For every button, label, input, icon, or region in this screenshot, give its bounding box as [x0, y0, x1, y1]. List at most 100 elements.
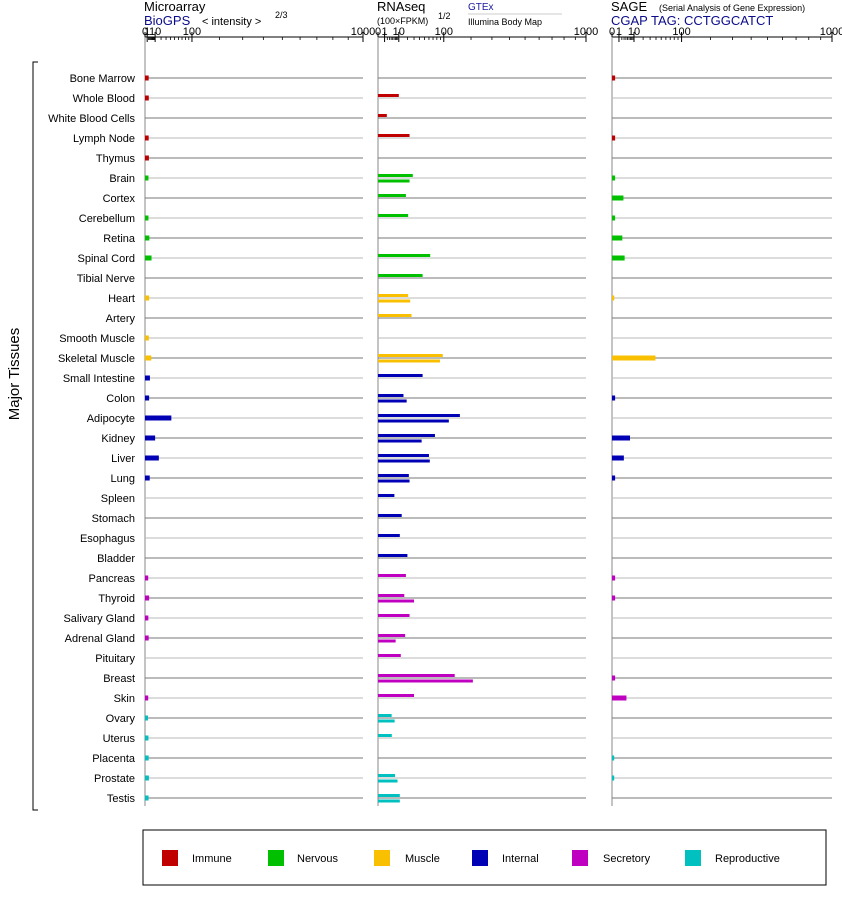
tissue-label-cerebellum: Cerebellum	[79, 213, 135, 225]
tick-label-microarray-1000: 1000	[351, 26, 375, 38]
bar-microarray-spinal-cord	[145, 255, 152, 261]
tissue-label-uterus: Uterus	[103, 733, 136, 745]
tissue-label-small-intestine: Small Intestine	[63, 373, 135, 385]
bar-microarray-placenta	[145, 755, 149, 761]
tick-label-microarray-100: 100	[183, 26, 201, 38]
tick-label-rnaseq-1000: 1000	[574, 26, 598, 38]
legend-swatch-immune	[162, 850, 178, 866]
tissue-label-adipocyte: Adipocyte	[87, 413, 135, 425]
bar-microarray-salivary-gland	[145, 615, 149, 621]
bar-rnaseq-testis	[378, 799, 400, 803]
axis-note-rnaseq: (100×FPKM)	[377, 16, 428, 26]
bar-rnaseq-lymph-node	[378, 134, 410, 137]
y-axis-bracket	[32, 61, 38, 811]
bar-rnaseq-spleen	[378, 494, 395, 497]
bar-microarray-retina	[145, 235, 150, 241]
bar-sage-thyroid	[612, 595, 616, 601]
bar-microarray-prostate	[145, 775, 149, 781]
bar-sage-lung	[612, 475, 616, 481]
legend-swatch-nervous	[268, 850, 284, 866]
bar-microarray-cerebellum	[145, 215, 149, 221]
bar-rnaseq-kidney	[378, 439, 422, 443]
bar-rnaseq-ovary	[378, 714, 392, 717]
bar-microarray-thyroid	[145, 595, 150, 601]
bar-rnaseq-whole-blood	[378, 94, 399, 97]
tick-label-microarray-1: 1	[144, 26, 150, 38]
bar-rnaseq-ovary	[378, 719, 395, 723]
bar-microarray-colon	[145, 395, 150, 401]
bar-rnaseq-lung	[378, 479, 410, 483]
tick-label-microarray-0: 0	[142, 26, 148, 38]
bar-rnaseq-skin	[378, 694, 415, 697]
bar-rnaseq-breast	[378, 674, 455, 677]
tick-label-microarray-10: 10	[149, 26, 161, 38]
tissue-label-prostate: Prostate	[94, 773, 135, 785]
bar-sage-placenta	[612, 755, 615, 761]
bar-rnaseq-heart	[378, 294, 409, 297]
panel-title-sage: SAGE	[611, 0, 647, 14]
bar-sage-bone-marrow	[612, 75, 616, 81]
tissue-label-thyroid: Thyroid	[98, 593, 135, 605]
bar-rnaseq-cerebellum	[378, 214, 409, 217]
bar-rnaseq-prostate	[378, 779, 398, 783]
bar-microarray-thymus	[145, 155, 149, 161]
bar-microarray-liver	[145, 455, 159, 461]
legend-swatch-reproductive	[685, 850, 701, 866]
bar-sage-cerebellum	[612, 215, 616, 221]
bar-microarray-adipocyte	[145, 415, 172, 421]
tissue-label-breast: Breast	[103, 673, 135, 685]
tissue-label-salivary-gland: Salivary Gland	[63, 613, 135, 625]
tick-label-sage-1000: 1000	[820, 26, 842, 38]
legend-swatch-muscle	[374, 850, 390, 866]
source-label-bottom: Illumina Body Map	[468, 17, 542, 27]
tissue-label-tibial-nerve: Tibial Nerve	[77, 273, 135, 285]
bar-rnaseq-liver	[378, 459, 430, 463]
tissue-label-stomach: Stomach	[92, 513, 135, 525]
legend-label-secretory: Secretory	[603, 853, 651, 865]
bar-microarray-uterus	[145, 735, 149, 741]
bar-rnaseq-heart	[378, 299, 411, 303]
bar-microarray-testis	[145, 795, 149, 801]
bar-rnaseq-brain	[378, 179, 410, 183]
bar-sage-breast	[612, 675, 616, 681]
tissue-label-testis: Testis	[107, 793, 136, 805]
tissue-label-retina: Retina	[103, 233, 136, 245]
bar-rnaseq-testis	[378, 794, 400, 797]
tissue-label-liver: Liver	[111, 453, 135, 465]
panel-title-note-sage: (Serial Analysis of Gene Expression)	[659, 3, 805, 13]
tick-label-sage-0: 0	[609, 26, 615, 38]
tissue-label-pancreas: Pancreas	[89, 573, 136, 585]
bar-rnaseq-spinal-cord	[378, 254, 431, 257]
bar-rnaseq-small-intestine	[378, 374, 423, 377]
tissue-label-heart: Heart	[108, 293, 135, 305]
bar-rnaseq-adipocyte	[378, 414, 460, 417]
bar-microarray-skeletal-muscle	[145, 355, 152, 361]
bar-rnaseq-skeletal-muscle	[378, 359, 441, 363]
bar-rnaseq-tibial-nerve	[378, 274, 423, 277]
tissue-label-lymph-node: Lymph Node	[73, 133, 135, 145]
bar-rnaseq-kidney	[378, 434, 435, 437]
bar-rnaseq-adipocyte	[378, 419, 449, 423]
bar-microarray-adrenal-gland	[145, 635, 149, 641]
bar-sage-prostate	[612, 775, 615, 781]
tissue-label-thymus: Thymus	[96, 153, 136, 165]
legend-swatch-internal	[472, 850, 488, 866]
tissue-label-placenta: Placenta	[92, 753, 136, 765]
tissue-label-lung: Lung	[111, 473, 135, 485]
legend-label-reproductive: Reproductive	[715, 853, 780, 865]
axis-exponent-rnaseq: 1/2	[438, 11, 451, 21]
tissue-label-esophagus: Esophagus	[80, 533, 136, 545]
tissue-label-spleen: Spleen	[101, 493, 135, 505]
panel-subtitle-sage: CGAP TAG: CCTGGCATCT	[611, 13, 773, 28]
bar-rnaseq-artery	[378, 314, 412, 317]
legend-label-internal: Internal	[502, 853, 539, 865]
tick-label-sage-1: 1	[616, 26, 622, 38]
axis-exponent-microarray: 2/3	[275, 10, 288, 20]
bar-sage-skin	[612, 695, 627, 701]
bar-microarray-pancreas	[145, 575, 149, 581]
tissue-label-skin: Skin	[114, 693, 135, 705]
tissue-label-white-blood-cells: White Blood Cells	[48, 113, 135, 125]
bar-microarray-lung	[145, 475, 150, 481]
bar-sage-liver	[612, 455, 624, 461]
bar-rnaseq-skeletal-muscle	[378, 354, 443, 357]
